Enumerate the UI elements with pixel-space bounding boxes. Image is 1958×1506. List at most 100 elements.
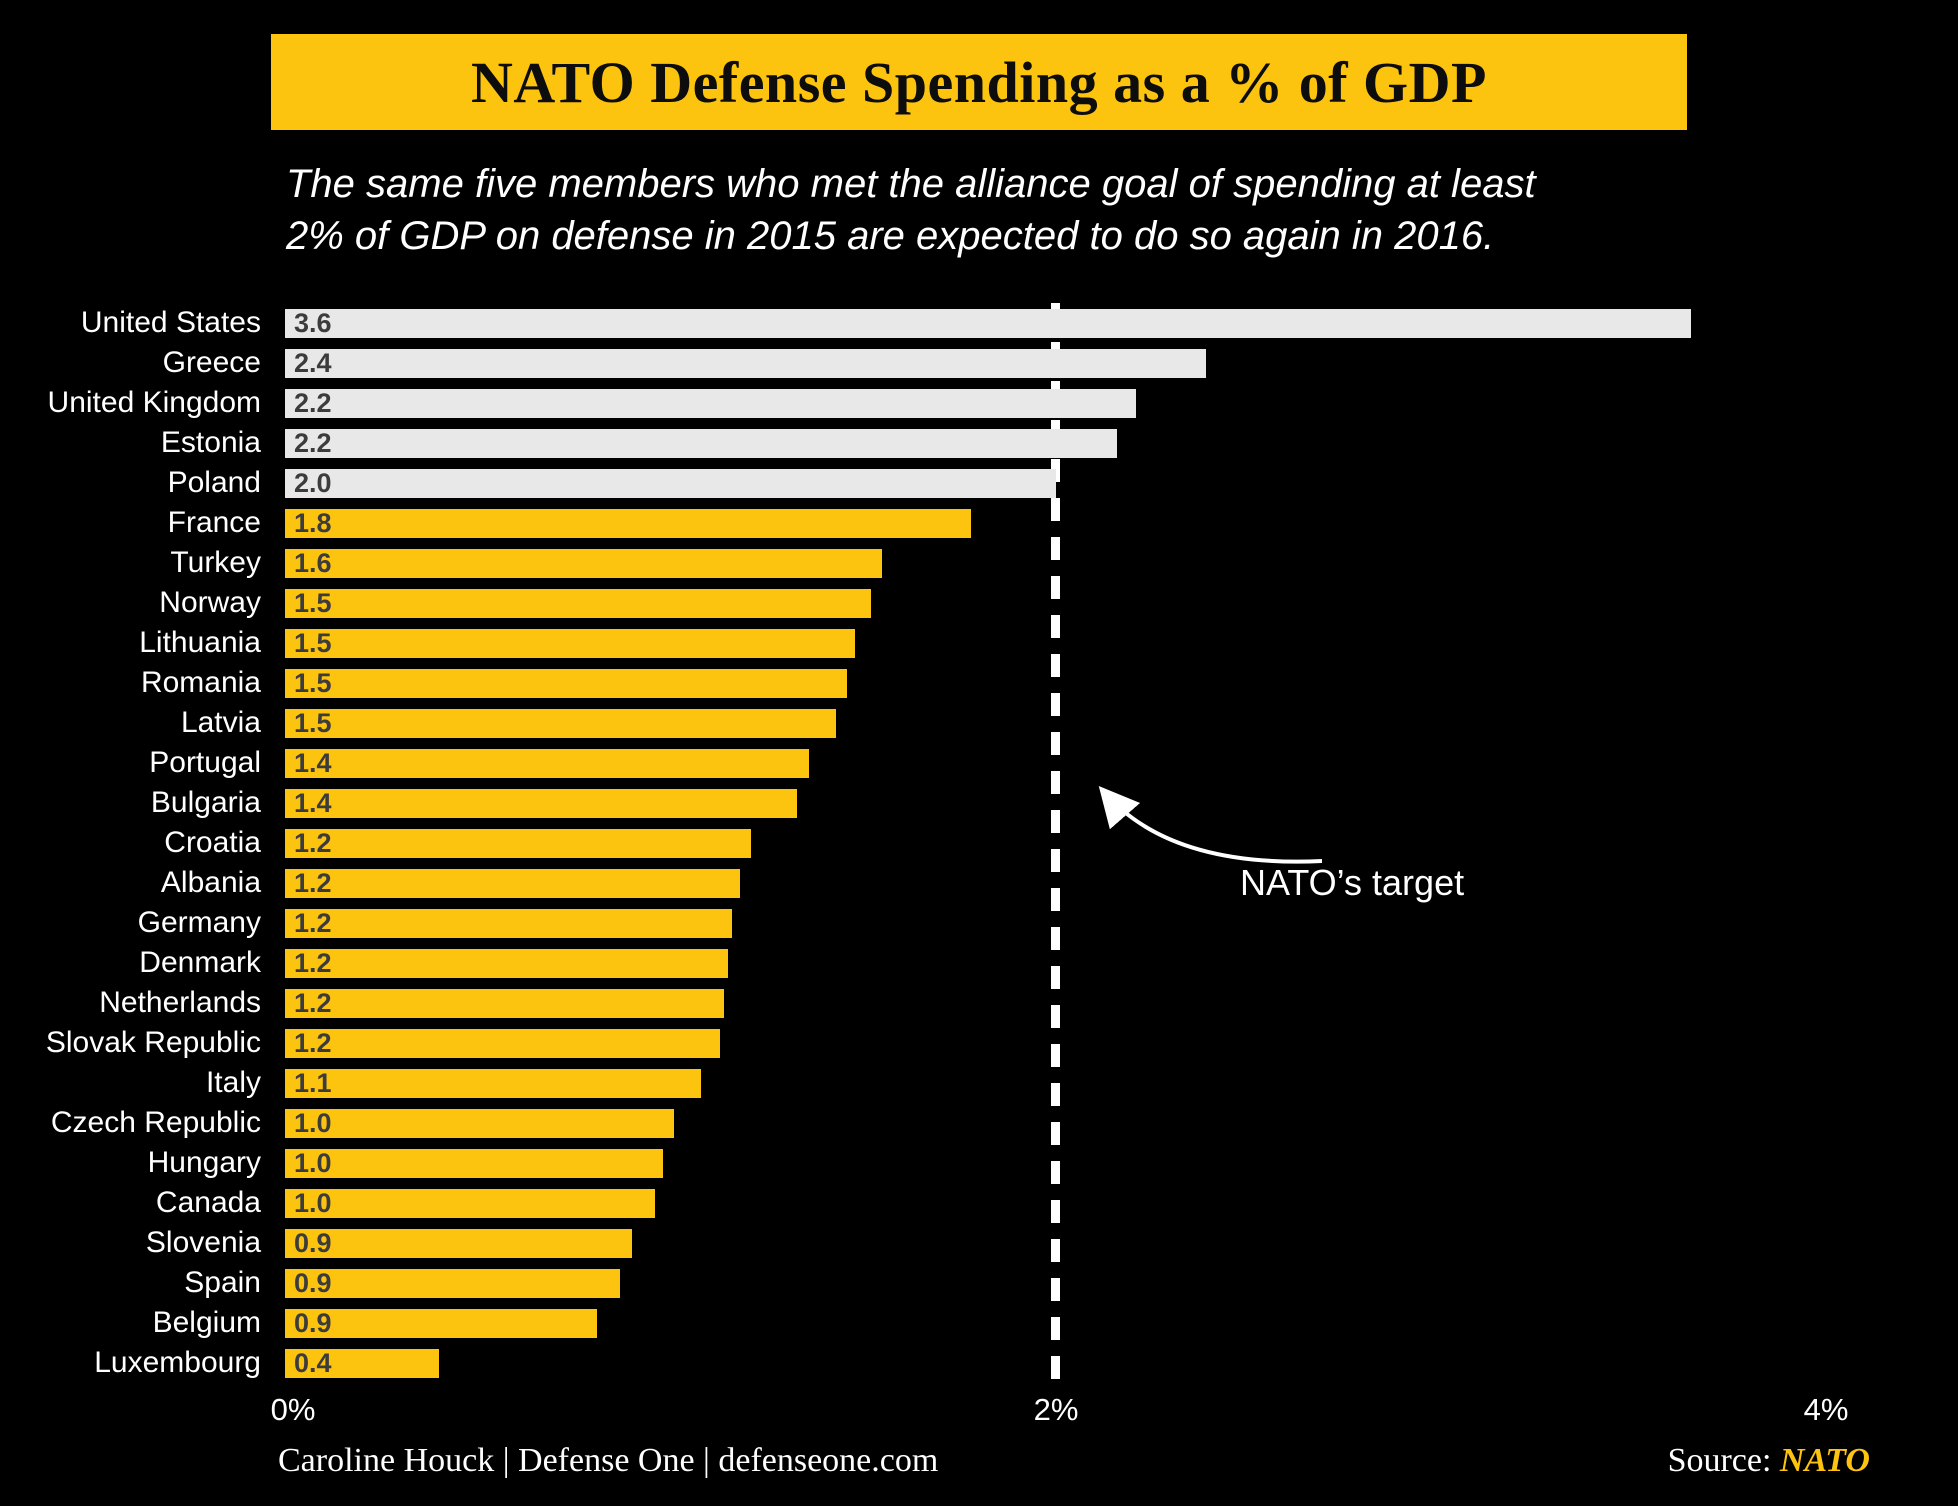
target-threshold-dashed-line bbox=[1051, 303, 1060, 1385]
chart-row: Italy 1.1 bbox=[0, 1063, 1958, 1103]
chart-row: Greece 2.4 bbox=[0, 343, 1958, 383]
chart-row: Netherlands 1.2 bbox=[0, 983, 1958, 1023]
x-tick-2pct: 2% bbox=[1033, 1392, 1079, 1427]
bar-belgium: 0.9 bbox=[285, 1308, 598, 1338]
chart-row: Poland 2.0 bbox=[0, 463, 1958, 503]
bar-track: 1.5 bbox=[285, 588, 1826, 618]
chart-row: Latvia 1.5 bbox=[0, 703, 1958, 743]
chart-row: Slovenia 0.9 bbox=[0, 1223, 1958, 1263]
chart-row: Estonia 2.2 bbox=[0, 423, 1958, 463]
country-label: Hungary bbox=[147, 1146, 261, 1179]
bar-track: 1.5 bbox=[285, 708, 1826, 738]
chart-row: United Kingdom 2.2 bbox=[0, 383, 1958, 423]
bar-value-label: 1.0 bbox=[294, 1147, 332, 1178]
bar-value-label: 1.0 bbox=[294, 1187, 332, 1218]
country-label: Portugal bbox=[149, 746, 261, 779]
country-label: United Kingdom bbox=[47, 386, 261, 419]
bar-value-label: 2.4 bbox=[294, 347, 332, 378]
bar-track: 2.2 bbox=[285, 427, 1826, 458]
chart-row: Albania 1.2 bbox=[0, 863, 1958, 903]
bar-value-label: 3.6 bbox=[294, 307, 332, 338]
bar-track: 1.6 bbox=[285, 548, 1826, 578]
bar-track: 1.2 bbox=[285, 867, 1826, 898]
bar-turkey: 1.6 bbox=[285, 548, 883, 578]
bar-track: 2.2 bbox=[285, 387, 1826, 418]
country-label: Spain bbox=[184, 1266, 261, 1299]
bar-track: 0.9 bbox=[285, 1227, 1826, 1258]
bar-value-label: 0.9 bbox=[294, 1227, 332, 1258]
bar-france: 1.8 bbox=[285, 507, 971, 538]
source-value: NATO bbox=[1779, 1442, 1870, 1479]
bar-croatia: 1.2 bbox=[285, 827, 752, 858]
bar-track: 1.5 bbox=[285, 667, 1826, 698]
bar-value-label: 1.4 bbox=[294, 747, 332, 778]
byline: Caroline Houck | Defense One | defenseon… bbox=[278, 1442, 939, 1479]
bar-value-label: 2.2 bbox=[294, 387, 332, 418]
country-label: Croatia bbox=[164, 826, 261, 859]
bar-value-label: 1.2 bbox=[294, 947, 332, 978]
bar-value-label: 2.2 bbox=[294, 427, 332, 458]
bar-track: 1.5 bbox=[285, 627, 1826, 658]
bar-track: 1.0 bbox=[285, 1107, 1826, 1138]
source-credit: Source: NATO bbox=[1668, 1442, 1870, 1480]
bar-value-label: 1.5 bbox=[294, 627, 332, 658]
chart-row: Germany 1.2 bbox=[0, 903, 1958, 943]
chart-row: Canada 1.0 bbox=[0, 1183, 1958, 1223]
bar-denmark: 1.2 bbox=[285, 947, 729, 978]
chart-row: Denmark 1.2 bbox=[0, 943, 1958, 983]
bar-luxembourg: 0.4 bbox=[285, 1348, 440, 1378]
bar-value-label: 1.2 bbox=[294, 867, 332, 898]
bar-netherlands: 1.2 bbox=[285, 987, 725, 1018]
bar-value-label: 1.1 bbox=[294, 1067, 332, 1098]
country-label: Poland bbox=[167, 466, 261, 499]
bar-value-label: 1.5 bbox=[294, 667, 332, 698]
country-label: Belgium bbox=[152, 1306, 261, 1339]
bar-slovak-republic: 1.2 bbox=[285, 1027, 721, 1058]
bar-value-label: 1.2 bbox=[294, 987, 332, 1018]
country-label: Luxembourg bbox=[94, 1346, 261, 1379]
bar-track: 0.4 bbox=[285, 1348, 1826, 1378]
bar-track: 2.0 bbox=[285, 468, 1826, 498]
bar-value-label: 1.4 bbox=[294, 787, 332, 818]
country-label: Denmark bbox=[139, 946, 261, 979]
bar-value-label: 1.8 bbox=[294, 507, 332, 538]
bar-track: 1.0 bbox=[285, 1147, 1826, 1178]
country-label: Lithuania bbox=[139, 626, 261, 659]
bar-czech-republic: 1.0 bbox=[285, 1107, 675, 1138]
chart-row: Romania 1.5 bbox=[0, 663, 1958, 703]
bar-track: 3.6 bbox=[285, 307, 1826, 338]
bar-estonia: 2.2 bbox=[285, 427, 1118, 458]
country-label: Slovak Republic bbox=[45, 1026, 261, 1059]
chart-row: Portugal 1.4 bbox=[0, 743, 1958, 783]
x-tick-4pct: 4% bbox=[1803, 1392, 1849, 1427]
chart-row: Lithuania 1.5 bbox=[0, 623, 1958, 663]
country-label: France bbox=[167, 506, 261, 539]
bar-norway: 1.5 bbox=[285, 588, 871, 618]
country-label: United States bbox=[80, 306, 261, 339]
bar-value-label: 1.2 bbox=[294, 827, 332, 858]
country-label: Slovenia bbox=[145, 1226, 261, 1259]
bar-track: 1.2 bbox=[285, 987, 1826, 1018]
bar-lithuania: 1.5 bbox=[285, 627, 856, 658]
country-label: Bulgaria bbox=[150, 786, 261, 819]
bar-poland: 2.0 bbox=[285, 468, 1056, 498]
bar-greece: 2.4 bbox=[285, 347, 1206, 378]
bar-track: 1.2 bbox=[285, 1027, 1826, 1058]
bar-track: 0.9 bbox=[285, 1268, 1826, 1298]
bar-track: 1.0 bbox=[285, 1187, 1826, 1218]
country-label: Czech Republic bbox=[50, 1106, 261, 1139]
country-label: Albania bbox=[160, 866, 261, 899]
chart-row: Norway 1.5 bbox=[0, 583, 1958, 623]
country-label: Romania bbox=[140, 666, 261, 699]
chart-row: France 1.8 bbox=[0, 503, 1958, 543]
bar-italy: 1.1 bbox=[285, 1067, 702, 1098]
chart-row: United States 3.6 bbox=[0, 303, 1958, 343]
bar-track: 1.2 bbox=[285, 827, 1826, 858]
chart-row: Turkey 1.6 bbox=[0, 543, 1958, 583]
chart-row: Slovak Republic 1.2 bbox=[0, 1023, 1958, 1063]
bar-value-label: 1.2 bbox=[294, 1027, 332, 1058]
bar-united-states: 3.6 bbox=[285, 307, 1692, 338]
bar-track: 1.1 bbox=[285, 1067, 1826, 1098]
bar-value-label: 1.0 bbox=[294, 1107, 332, 1138]
